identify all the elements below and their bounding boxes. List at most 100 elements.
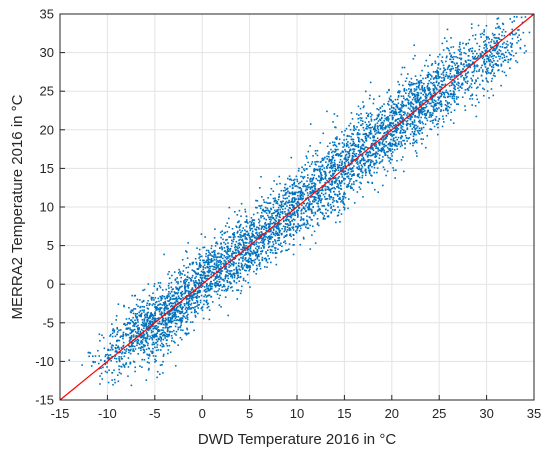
data-point (352, 140, 355, 143)
data-point (493, 36, 496, 39)
data-point (361, 158, 363, 160)
data-point (364, 162, 366, 165)
data-point (467, 59, 469, 62)
data-point (171, 314, 174, 317)
data-point (198, 296, 200, 298)
data-point (515, 52, 517, 55)
data-point (394, 108, 397, 111)
data-point (345, 153, 348, 156)
data-point (419, 80, 421, 82)
data-point (109, 335, 111, 337)
data-point (249, 247, 252, 250)
data-point (324, 171, 327, 174)
data-point (413, 90, 416, 92)
data-point (237, 249, 239, 252)
data-point (132, 330, 134, 333)
data-point (353, 202, 356, 204)
data-point (149, 327, 152, 330)
data-point (249, 286, 251, 288)
data-point (242, 266, 244, 269)
data-point (185, 267, 188, 269)
data-point (296, 216, 299, 218)
data-point (362, 156, 365, 159)
data-point (391, 130, 394, 133)
data-point (181, 273, 184, 275)
data-point (362, 144, 365, 146)
data-point (211, 255, 213, 257)
data-point (414, 95, 416, 97)
data-point (342, 165, 345, 168)
data-point (146, 326, 149, 328)
data-point (165, 322, 167, 324)
data-point (161, 331, 164, 334)
data-point (210, 254, 212, 256)
data-point (445, 40, 448, 43)
data-point (445, 109, 447, 111)
data-point (125, 334, 128, 337)
data-point (361, 144, 363, 147)
data-point (368, 97, 371, 100)
data-point (388, 89, 390, 92)
data-point (211, 271, 213, 273)
data-point (411, 121, 414, 124)
data-point (334, 187, 336, 190)
data-point (133, 345, 136, 348)
data-point (338, 161, 341, 164)
data-point (127, 327, 130, 329)
data-point (467, 42, 470, 45)
data-point (245, 233, 247, 236)
data-point (446, 91, 449, 94)
data-point (401, 102, 404, 104)
data-point (194, 292, 197, 295)
data-point (463, 77, 465, 79)
data-point (123, 348, 126, 351)
data-point (202, 246, 204, 249)
data-point (196, 268, 199, 270)
data-point (178, 318, 181, 321)
data-point (156, 340, 159, 343)
data-point (410, 82, 413, 84)
data-point (160, 322, 162, 325)
data-point (314, 185, 316, 188)
data-point (324, 181, 326, 184)
data-point (214, 254, 217, 256)
data-point (437, 73, 440, 76)
data-point (484, 66, 487, 68)
data-point (391, 114, 394, 117)
data-point (207, 302, 209, 305)
data-point (402, 129, 405, 131)
data-point (183, 316, 186, 318)
data-point (125, 348, 128, 350)
data-point (413, 88, 416, 90)
data-point (102, 366, 104, 369)
data-point (335, 154, 338, 157)
data-point (208, 261, 211, 264)
data-point (357, 117, 360, 120)
data-point (267, 255, 269, 257)
data-point (399, 132, 401, 134)
data-point (345, 158, 347, 161)
data-point (127, 334, 130, 336)
data-point (470, 83, 473, 85)
data-point (157, 329, 159, 332)
data-point (106, 362, 108, 364)
data-point (336, 194, 339, 196)
data-point (332, 121, 334, 123)
data-point (161, 320, 164, 322)
data-point (455, 56, 457, 58)
data-point (306, 157, 308, 159)
data-point (148, 355, 151, 357)
data-point (181, 320, 184, 322)
data-point (349, 128, 352, 131)
data-point (146, 353, 148, 356)
data-point (194, 272, 197, 275)
data-point (346, 175, 349, 178)
data-point (374, 145, 376, 147)
data-point (430, 75, 433, 78)
data-point (320, 201, 322, 204)
data-point (168, 270, 170, 273)
data-point (350, 168, 353, 170)
data-point (419, 119, 421, 122)
data-point (231, 286, 233, 288)
data-point (371, 181, 374, 184)
